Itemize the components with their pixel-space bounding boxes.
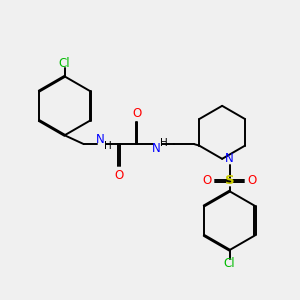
Text: O: O	[202, 174, 211, 188]
Text: H: H	[160, 138, 168, 148]
Text: O: O	[132, 107, 141, 120]
Text: Cl: Cl	[59, 57, 70, 70]
Text: S: S	[225, 174, 234, 188]
Text: N: N	[152, 142, 160, 155]
Text: O: O	[115, 169, 124, 182]
Text: O: O	[248, 174, 257, 188]
Text: Cl: Cl	[224, 257, 235, 270]
Text: N: N	[96, 133, 104, 146]
Text: N: N	[225, 152, 234, 165]
Text: H: H	[104, 141, 112, 151]
